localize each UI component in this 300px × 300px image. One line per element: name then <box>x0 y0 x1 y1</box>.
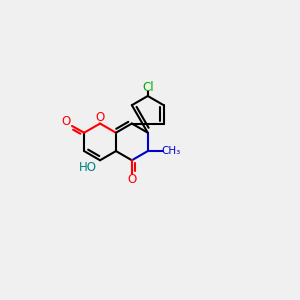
Text: O: O <box>95 111 105 124</box>
Text: O: O <box>61 116 71 128</box>
Text: Cl: Cl <box>142 81 154 94</box>
Text: O: O <box>127 173 136 186</box>
Text: HO: HO <box>79 160 97 173</box>
Text: CH₃: CH₃ <box>162 146 181 156</box>
